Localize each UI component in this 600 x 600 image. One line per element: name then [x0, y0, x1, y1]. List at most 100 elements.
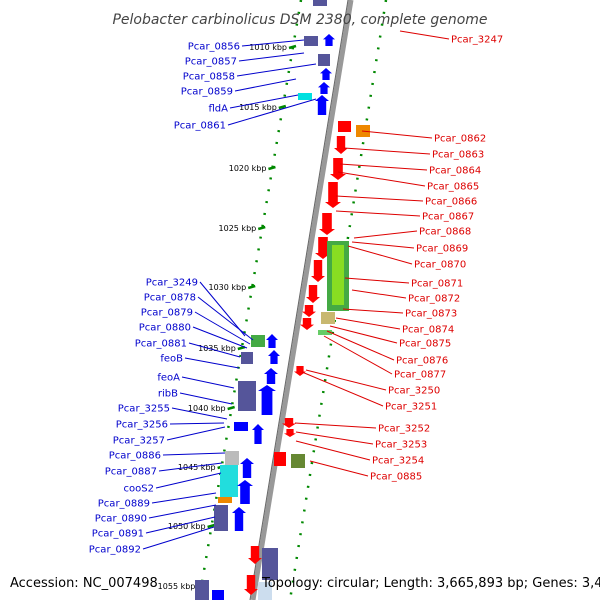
reverse-leader-line	[295, 440, 371, 461]
reverse-gene-label: Pcar_0867	[422, 212, 474, 223]
forward-gene-label: ribB	[158, 389, 178, 400]
forward-gene-arrow	[252, 424, 264, 444]
reverse-gene-feature	[338, 121, 351, 132]
reverse-leader-line	[344, 277, 410, 284]
gene-feature	[234, 422, 248, 431]
kbp-tick-label: 1035 kbp	[198, 344, 236, 353]
forward-leader-line	[229, 94, 299, 109]
kbp-tick-label: 1020 kbp	[229, 164, 267, 173]
reverse-leader-line	[343, 147, 431, 155]
reverse-gene-label: Pcar_0885	[370, 472, 422, 483]
kbp-tick-label: 1040 kbp	[188, 404, 226, 413]
gene-feature	[313, 0, 327, 6]
gc-skew-block	[332, 245, 344, 305]
forward-leader-line	[171, 407, 228, 420]
reverse-gene-label: Pcar_0866	[425, 197, 477, 208]
reverse-leader-line	[326, 330, 395, 361]
reverse-gene-arrow	[294, 366, 306, 376]
kbp-tick-label: 1025 kbp	[219, 224, 257, 233]
reverse-leader-line	[347, 245, 413, 265]
forward-gene-label: Pcar_0857	[185, 57, 237, 68]
gene-feature	[251, 335, 265, 347]
reverse-leader-line	[305, 369, 387, 391]
forward-gene-label: fldA	[209, 104, 229, 115]
reverse-gene-label: Pcar_0869	[416, 244, 468, 255]
forward-leader-line	[199, 281, 246, 337]
forward-leader-line	[188, 342, 241, 358]
reverse-leader-line	[294, 422, 377, 429]
forward-gene-arrow	[323, 34, 335, 46]
forward-leader-line	[181, 376, 235, 389]
reverse-leader-line	[295, 431, 374, 445]
kbp-tick-mark	[227, 405, 235, 411]
reverse-gene-label: Pcar_0871	[411, 279, 463, 290]
forward-leader-line	[162, 452, 226, 456]
reverse-leader-line	[301, 371, 384, 407]
forward-leader-line	[238, 52, 305, 62]
kbp-tick-label: 1055 kbp	[158, 582, 196, 591]
gene-feature	[262, 548, 278, 580]
reverse-gene-arrow	[330, 158, 346, 180]
forward-gene-label: Pcar_3255	[118, 404, 170, 415]
forward-gene-label: Pcar_0881	[135, 339, 187, 350]
forward-gene-label: feoB	[160, 354, 183, 365]
forward-gene-arrow	[266, 334, 278, 348]
forward-gene-label: Pcar_0861	[174, 121, 226, 132]
forward-gene-arrow	[240, 458, 254, 478]
forward-gene-label: Pcar_0889	[98, 499, 150, 510]
forward-leader-line	[192, 326, 248, 349]
forward-gene-label: Pcar_0891	[92, 529, 144, 540]
reverse-gene-label: Pcar_3250	[388, 386, 440, 397]
genome-backbone-edge	[249, 0, 349, 600]
forward-gene-arrow	[315, 95, 329, 115]
forward-gene-arrow	[237, 480, 253, 504]
forward-gene-arrow	[268, 350, 280, 364]
reverse-gene-arrow	[248, 546, 262, 564]
forward-leader-line	[227, 98, 317, 126]
reverse-gene-label: Pcar_0877	[394, 370, 446, 381]
forward-leader-line	[158, 462, 223, 472]
forward-gene-label: Pcar_3249	[146, 278, 198, 289]
forward-leader-line	[169, 422, 225, 425]
reverse-leader-line	[329, 325, 398, 344]
accession-text: Accession: NC_007498	[10, 576, 158, 591]
forward-gene-label: Pcar_0880	[139, 323, 191, 334]
forward-gene-label: Pcar_0890	[95, 514, 147, 525]
gene-feature	[225, 451, 239, 465]
kbp-tick-mark	[268, 165, 276, 171]
reverse-leader-line	[323, 335, 393, 375]
reverse-gene-label: Pcar_0872	[408, 294, 460, 305]
reverse-leader-line	[342, 308, 404, 314]
reverse-leader-line	[335, 210, 421, 217]
forward-gene-arrow	[264, 368, 278, 384]
forward-gene-arrow	[258, 385, 276, 415]
gene-feature	[238, 381, 256, 411]
forward-gene-label: cooS2	[124, 484, 154, 495]
kbp-tick-label: 1050 kbp	[168, 522, 206, 531]
forward-leader-line	[236, 63, 317, 77]
forward-leader-line	[145, 516, 216, 534]
forward-leader-line	[148, 504, 217, 519]
forward-leader-line	[142, 526, 215, 550]
gene-feature	[304, 36, 318, 46]
gene-feature	[218, 497, 232, 503]
reverse-gene-label: Pcar_0873	[405, 309, 457, 320]
reverse-leader-line	[339, 163, 428, 171]
gene-feature	[321, 312, 335, 324]
cooS2-feature	[220, 465, 238, 497]
fldA-feature	[298, 93, 312, 100]
gene-feature	[291, 454, 305, 468]
genome-backbone	[250, 0, 354, 600]
reverse-leader-line	[337, 171, 426, 187]
kbp-tick-mark	[257, 225, 266, 231]
forward-leader-line	[166, 426, 226, 441]
forward-gene-label: Pcar_0858	[183, 72, 235, 83]
reverse-gene-label: Pcar_3253	[375, 440, 427, 451]
reverse-gene-arrow	[311, 260, 325, 282]
reverse-leader-line	[335, 317, 401, 330]
reverse-gene-label: Pcar_0863	[432, 150, 484, 161]
map-title: Pelobacter carbinolicus DSM 2380, comple…	[112, 12, 487, 28]
reverse-leader-line	[309, 460, 369, 477]
reverse-gene-arrow	[284, 429, 296, 437]
